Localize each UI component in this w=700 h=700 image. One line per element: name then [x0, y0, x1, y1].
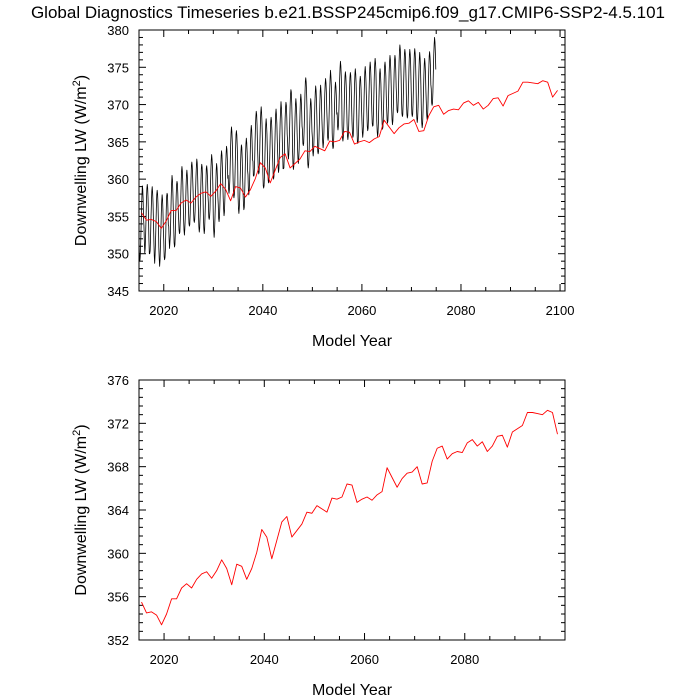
- y-tick-label: 356: [107, 590, 129, 605]
- y-tick-label: 376: [107, 373, 129, 388]
- x-tick-label: 2040: [250, 652, 279, 667]
- y-tick-label: 365: [107, 135, 129, 150]
- y-tick-label: 355: [107, 209, 129, 224]
- upper-timeseries-panel: 345 350 355 360 365 370 375 380 2020 2040 2060 2080…: [71, 23, 575, 350]
- plot-frame: [138, 29, 566, 292]
- x-tick-label: 2080: [450, 652, 479, 667]
- x-tick-label: 2080: [447, 303, 476, 318]
- monthly-series-line: [138, 37, 437, 267]
- y-axis-label-close: ): [73, 75, 90, 80]
- y-axis-label: Downwelling LW (W/m2): [71, 75, 90, 246]
- y-tick-label: 380: [107, 23, 129, 38]
- annual-mean-series-line: [141, 409, 558, 626]
- y-tick-label: 360: [107, 172, 129, 187]
- x-tick-label: 2040: [248, 303, 277, 318]
- x-tick-label: 2060: [350, 652, 379, 667]
- lower-timeseries-panel: 352 356 360 364 368 372 376 2020 2040 2060 2080 Mod…: [71, 373, 566, 699]
- y-tick-label: 368: [107, 460, 129, 475]
- x-tick-label: 2020: [150, 652, 179, 667]
- y-tick-label: 370: [107, 98, 129, 113]
- chart-title: Global Diagnostics Timeseries b.e21.BSSP…: [31, 3, 665, 22]
- y-axis-label-text: Downwelling LW (W/m: [73, 436, 90, 596]
- y-tick-label: 364: [107, 503, 129, 518]
- y-axis-label-superscript: 2: [71, 80, 83, 86]
- y-axis-label-superscript: 2: [71, 430, 83, 436]
- annual-mean-series-line: [141, 80, 558, 229]
- x-tick-label: 2100: [546, 303, 575, 318]
- x-tick-label: 2060: [347, 303, 376, 318]
- y-tick-label: 372: [107, 416, 129, 431]
- y-tick-label: 352: [107, 633, 129, 648]
- y-tick-label: 350: [107, 247, 129, 262]
- x-axis-label: Model Year: [312, 682, 393, 699]
- y-axis-label-close: ): [73, 424, 90, 429]
- y-tick-label: 360: [107, 546, 129, 561]
- plot-frame: [138, 379, 566, 641]
- y-tick-label: 375: [107, 60, 129, 75]
- y-tick-label: 345: [107, 284, 129, 299]
- y-axis-label: Downwelling LW (W/m2): [71, 424, 90, 595]
- x-axis-label: Model Year: [312, 333, 393, 350]
- y-axis-label-text: Downwelling LW (W/m: [73, 86, 90, 246]
- x-tick-label: 2020: [149, 303, 178, 318]
